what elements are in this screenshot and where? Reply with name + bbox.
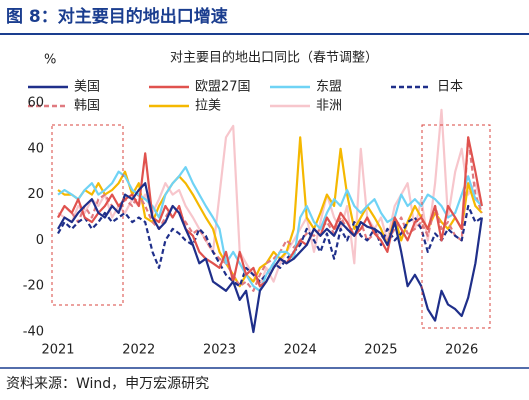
y-tick-label: -20	[23, 279, 44, 294]
y-tick-label: -40	[23, 325, 44, 340]
legend-label: 韩国	[74, 99, 100, 114]
source-note: 资料来源：Wind，申万宏源研究	[6, 376, 209, 392]
legend-label: 美国	[74, 80, 100, 95]
x-tick-label: 2021	[41, 343, 74, 358]
y-tick-label: 20	[27, 187, 44, 202]
legend-label: 日本	[437, 80, 463, 95]
legend-label: 拉美	[195, 99, 221, 114]
chart-title: 图 8：对主要目的地出口增速	[6, 6, 228, 27]
legend-label: 非洲	[316, 99, 342, 114]
legend-label: 东盟	[316, 80, 342, 95]
chart-subtitle: 对主要目的地出口同比（春节调整）	[170, 50, 378, 66]
y-axis-label: %	[44, 53, 56, 68]
legend-label: 欧盟27国	[195, 80, 251, 95]
series-line	[57, 136, 483, 292]
x-tick-label: 2022	[122, 343, 155, 358]
y-tick-label: 40	[27, 141, 44, 156]
y-tick-label: 0	[36, 233, 44, 248]
y-tick-label: 60	[27, 96, 44, 111]
series-line	[57, 182, 483, 334]
highlight-box	[421, 124, 491, 329]
x-tick-label: 2024	[284, 343, 317, 358]
series-line	[57, 166, 483, 292]
series-line	[57, 136, 483, 288]
x-tick-label: 2025	[364, 343, 397, 358]
plot-area	[57, 108, 483, 334]
series-line	[57, 204, 483, 288]
x-tick-label: 2023	[203, 343, 236, 358]
x-tick-label: 2026	[445, 343, 478, 358]
